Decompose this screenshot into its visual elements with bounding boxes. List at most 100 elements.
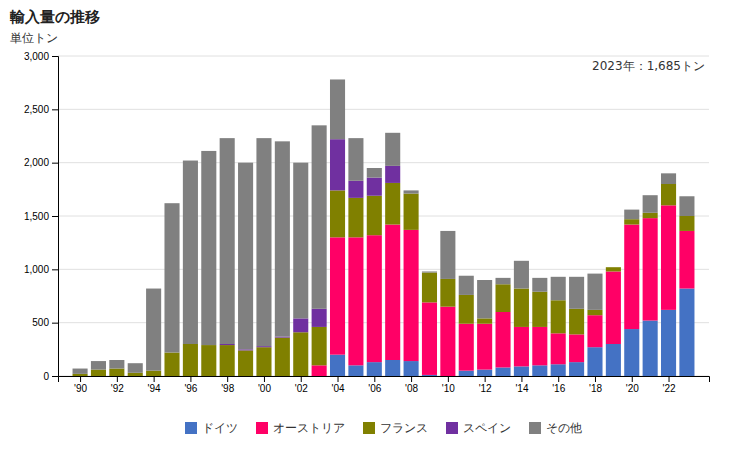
y-tick-label: 1,500: [24, 211, 49, 222]
bar: [459, 276, 474, 295]
x-tick-mark: [485, 376, 486, 382]
x-tick: '02: [295, 376, 308, 394]
bar: [679, 289, 694, 376]
bar: [624, 329, 639, 376]
x-tick-label: '96: [184, 383, 197, 394]
bar: [643, 321, 658, 376]
bar: [532, 278, 547, 292]
bar: [661, 310, 676, 376]
bar: [404, 190, 419, 193]
chart-container: 05001,0001,5002,0002,5003,000'90'92'94'9…: [0, 0, 729, 450]
bar: [422, 273, 437, 303]
x-tick-label: '18: [589, 383, 602, 394]
bar: [128, 373, 143, 376]
legend: ドイツオーストリアフランススペインその他: [185, 421, 582, 435]
x-tick: '14: [515, 376, 528, 394]
y-tick-label: 500: [32, 317, 49, 328]
legend-swatch: [185, 422, 197, 434]
x-tick-label: '22: [663, 383, 676, 394]
x-tick: '12: [479, 376, 492, 394]
bar: [385, 183, 400, 225]
bar: [183, 344, 198, 376]
bar: [551, 364, 566, 376]
bar: [606, 267, 621, 268]
x-tick-mark: [521, 376, 522, 382]
bar: [459, 324, 474, 371]
bar: [385, 360, 400, 376]
x-tick: '94: [148, 376, 161, 394]
bar: [367, 235, 382, 362]
y-tick: 500: [32, 317, 58, 328]
x-tick-label: '92: [111, 383, 124, 394]
bar-series: [220, 139, 401, 350]
y-tick-label: 1,000: [24, 264, 49, 275]
grid-line: [58, 216, 709, 217]
y-tick-mark: [52, 376, 58, 377]
x-tick: '00: [258, 376, 271, 394]
x-tick-mark: [190, 376, 191, 382]
x-tick: '90: [74, 376, 87, 394]
bar: [128, 363, 143, 373]
bar: [73, 369, 88, 374]
legend-swatch: [256, 422, 268, 434]
x-tick-mark: [154, 376, 155, 382]
bar: [551, 300, 566, 333]
x-tick-mark: [264, 376, 265, 382]
bar: [385, 166, 400, 183]
grid: [58, 56, 709, 376]
bar: [330, 139, 345, 190]
bar: [201, 151, 216, 345]
bar: [569, 362, 584, 376]
bar: [495, 284, 510, 312]
bar-series: [73, 183, 695, 376]
bar: [440, 231, 455, 279]
bar: [624, 210, 639, 220]
bar: [220, 344, 235, 345]
bar: [495, 312, 510, 367]
x-tick: '98: [221, 376, 234, 394]
x-tick-mark: [117, 376, 118, 382]
bar: [404, 194, 419, 230]
bar: [422, 302, 437, 375]
bar: [348, 198, 363, 237]
bar: [440, 279, 455, 307]
bar: [348, 138, 363, 181]
legend-swatch: [363, 422, 375, 434]
bar: [532, 365, 547, 376]
bar: [477, 280, 492, 318]
bar: [459, 371, 474, 376]
bar: [679, 196, 694, 216]
y-axis-label: 単位トン: [10, 31, 58, 45]
legend-swatch: [446, 422, 458, 434]
bar: [587, 310, 602, 315]
y-tick-label: 3,000: [24, 51, 49, 62]
bar: [220, 138, 235, 344]
x-tick: '96: [184, 376, 197, 394]
bar: [551, 333, 566, 364]
bar: [275, 141, 290, 336]
x-tick: '06: [368, 376, 381, 394]
x-tick-label: '00: [258, 383, 271, 394]
legend-item: ドイツ: [185, 421, 238, 435]
bar: [477, 370, 492, 376]
bar: [385, 133, 400, 166]
bar: [73, 374, 88, 376]
x-tick-label: '94: [148, 383, 161, 394]
bar: [643, 195, 658, 213]
bar: [367, 178, 382, 196]
bar: [330, 190, 345, 237]
x-tick: '22: [663, 376, 676, 394]
bar: [495, 278, 510, 284]
bar: [514, 327, 529, 366]
y-tick: 1,000: [24, 264, 58, 275]
bar: [606, 271, 621, 344]
bar: [220, 345, 235, 376]
bar: [293, 163, 308, 319]
bar: [422, 375, 437, 376]
bar-series: [73, 79, 695, 373]
bar: [312, 327, 327, 365]
bar: [661, 173, 676, 184]
x-tick: '20: [626, 376, 639, 394]
bar: [643, 213, 658, 218]
bar: [569, 277, 584, 309]
